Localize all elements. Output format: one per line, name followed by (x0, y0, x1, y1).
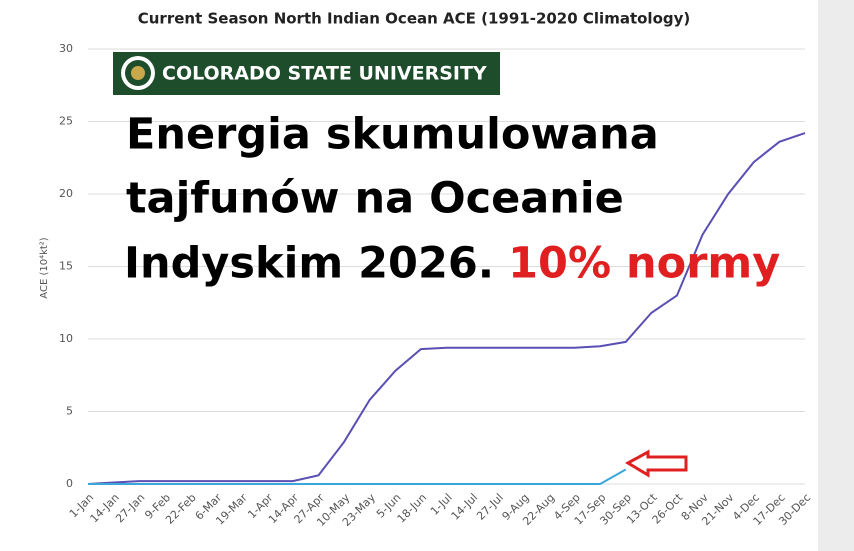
arrow (624, 449, 688, 478)
y-tick-label: 5 (66, 405, 73, 418)
lines (87, 132, 806, 485)
y-tick-label: 25 (59, 115, 73, 128)
y-tick-label: 30 (59, 42, 73, 55)
logo-ram-face (131, 66, 145, 80)
series-line (87, 132, 806, 485)
y-axis-label: ACE (10⁴kt²) (39, 237, 50, 299)
annotation-line: tajfunów na Oceanie (126, 174, 624, 224)
side-strip (818, 0, 854, 551)
series-line (88, 468, 627, 485)
logo-text: COLORADO STATE UNIVERSITY (162, 63, 487, 85)
annotation-line: Energia skumulowana (126, 110, 659, 160)
logo-banner (113, 52, 500, 95)
y-tick-label: 15 (59, 260, 73, 273)
annotation-line: Indyskim 2026. (124, 239, 494, 289)
y-tick-label: 0 (66, 477, 73, 490)
y-tick-label: 10 (59, 332, 73, 345)
logo: COLORADO STATE UNIVERSITY (113, 52, 500, 95)
annotation-highlight: 10% normy (508, 239, 780, 289)
y-tick-label: 20 (59, 187, 73, 200)
chart-title: Current Season North Indian Ocean ACE (1… (138, 10, 691, 28)
